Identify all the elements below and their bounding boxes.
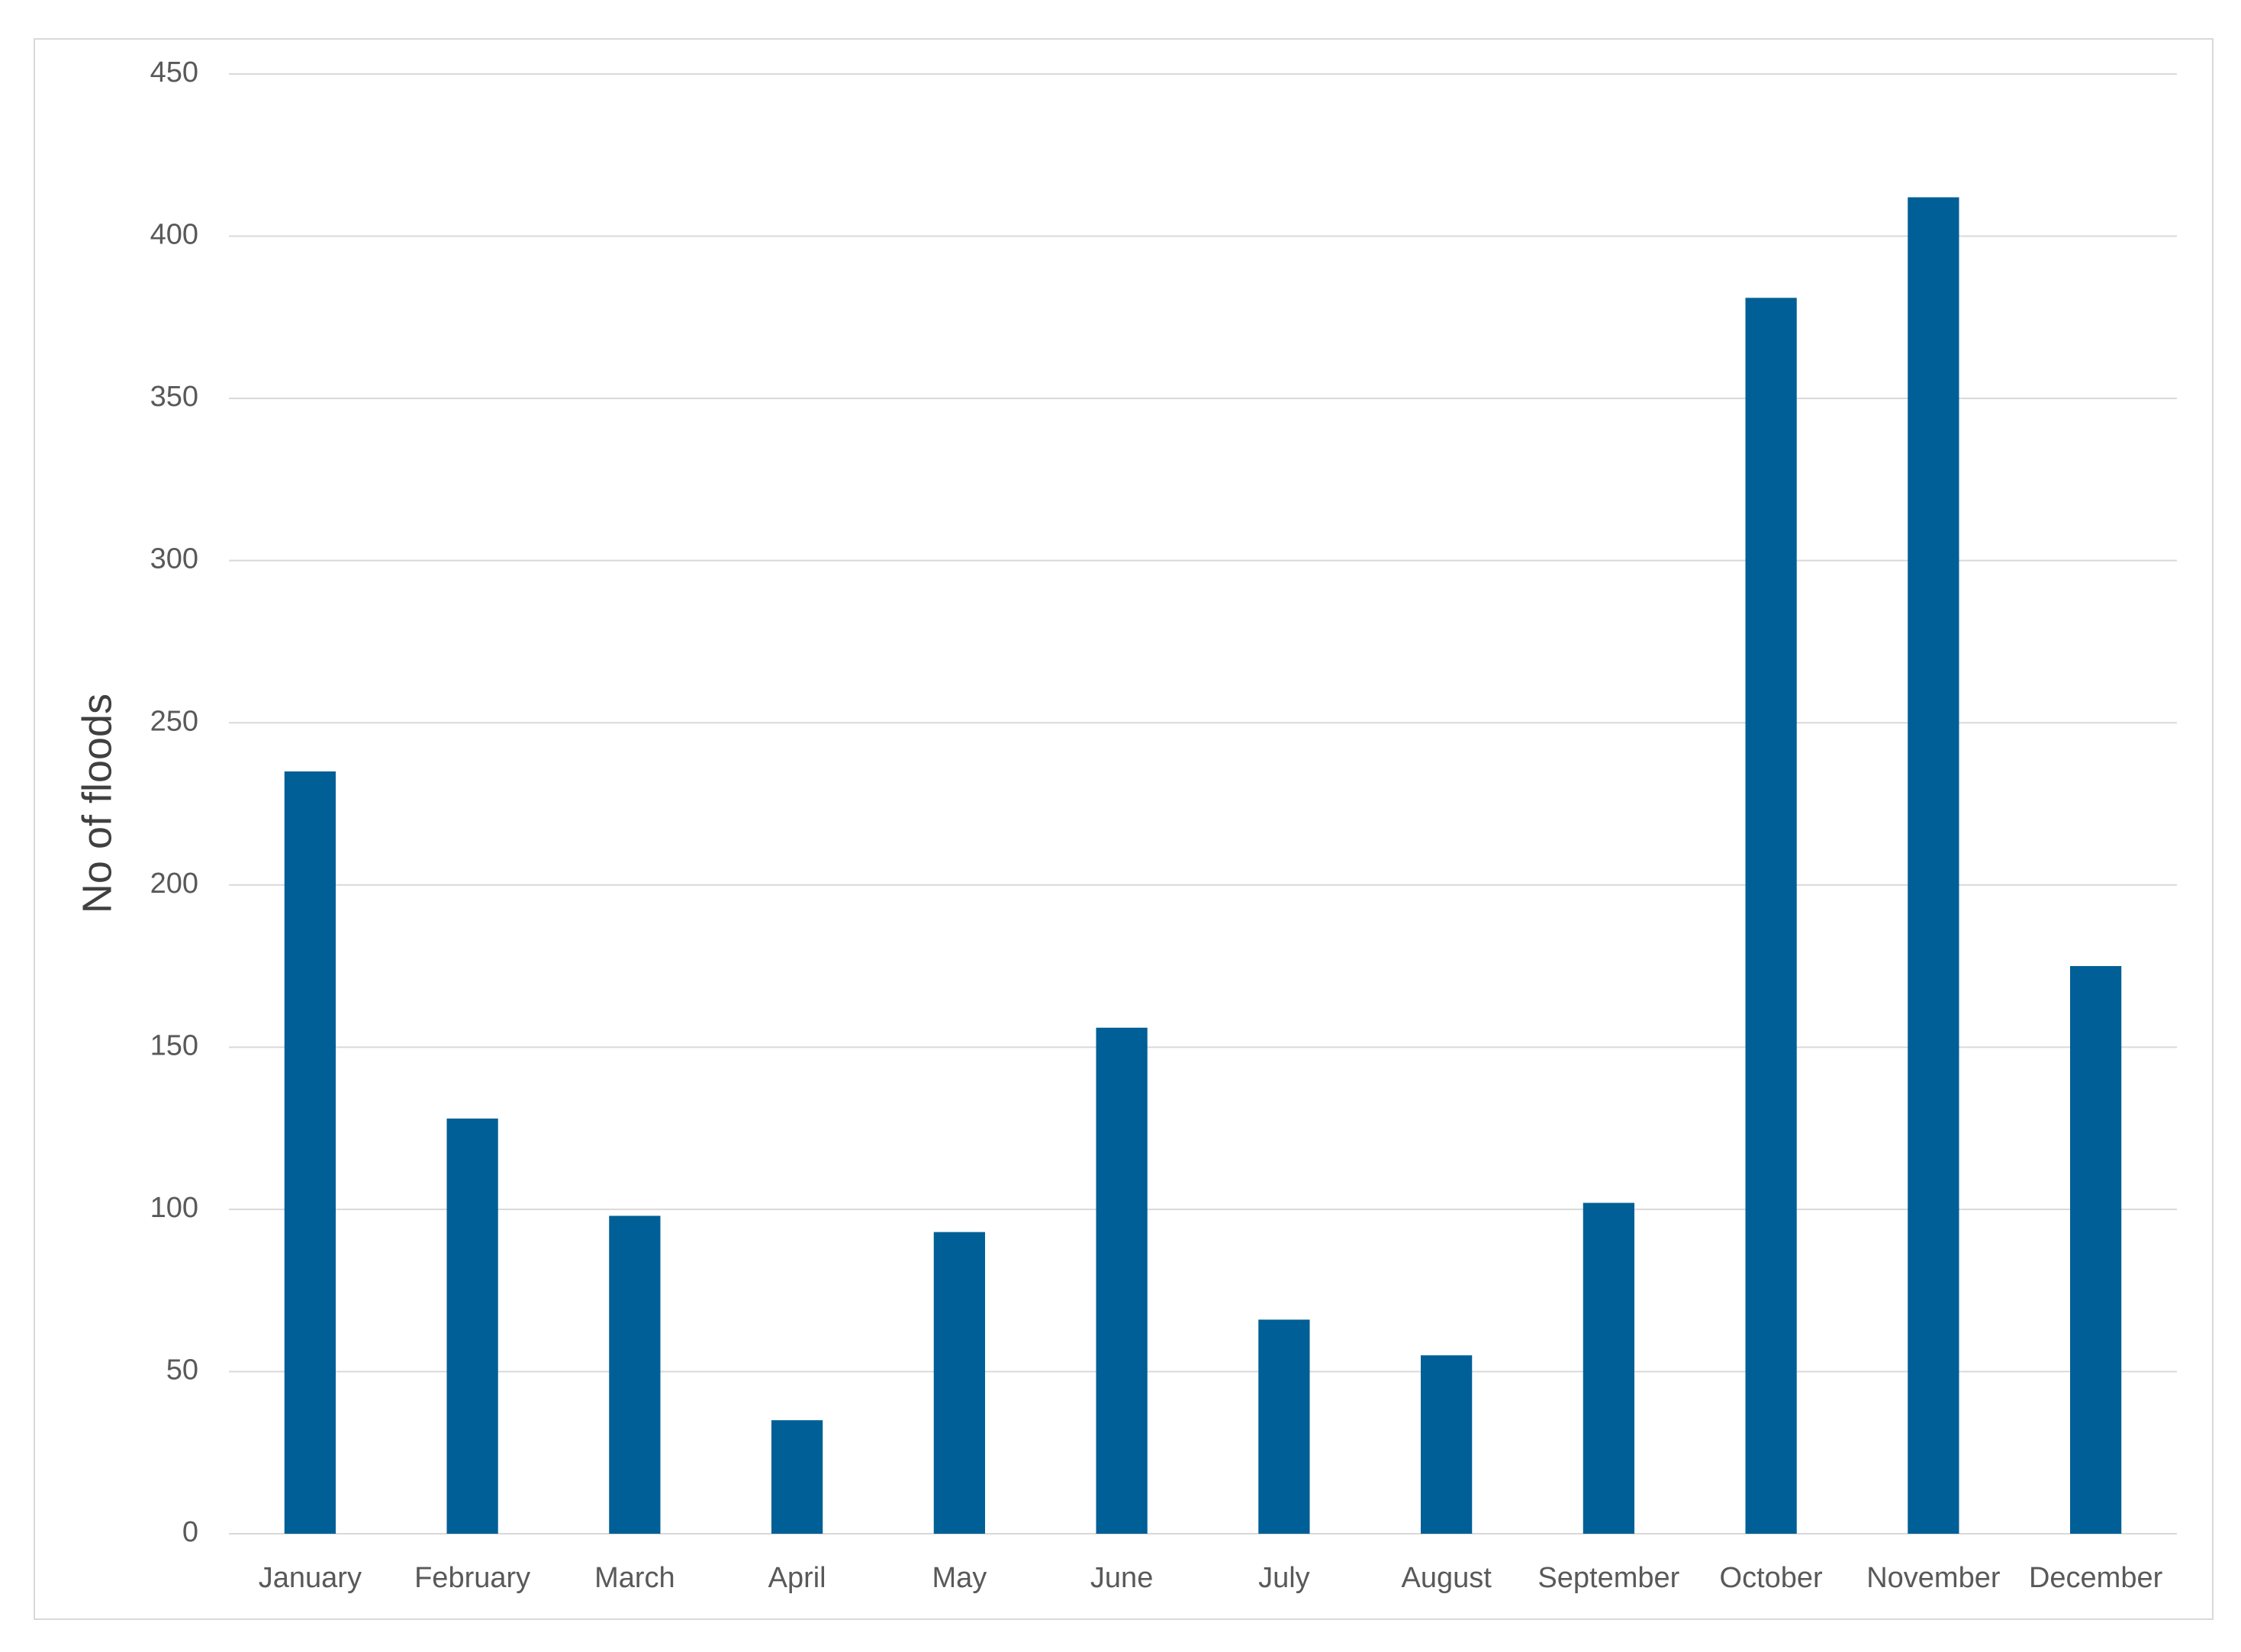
x-tick-label: May bbox=[932, 1562, 987, 1594]
y-tick-label: 450 bbox=[150, 56, 198, 89]
x-tick-label: October bbox=[1720, 1562, 1824, 1594]
x-tick-label: June bbox=[1090, 1562, 1153, 1594]
x-tick-label: July bbox=[1258, 1562, 1310, 1594]
y-tick-label: 400 bbox=[150, 219, 198, 251]
y-tick-label: 50 bbox=[166, 1354, 198, 1386]
bar bbox=[771, 1420, 823, 1534]
bar bbox=[933, 1232, 985, 1534]
y-tick-label: 0 bbox=[182, 1516, 198, 1548]
y-tick-label: 300 bbox=[150, 543, 198, 575]
x-tick-label: March bbox=[594, 1562, 675, 1594]
bar bbox=[284, 771, 336, 1534]
y-tick-label: 150 bbox=[150, 1029, 198, 1061]
bar bbox=[1421, 1355, 1473, 1534]
y-axis-title: No of floods bbox=[74, 694, 120, 913]
bar bbox=[1583, 1203, 1634, 1534]
x-tick-label: September bbox=[1537, 1562, 1679, 1594]
x-tick-label: January bbox=[259, 1562, 362, 1594]
x-tick-label: August bbox=[1401, 1562, 1492, 1594]
y-tick-label: 100 bbox=[150, 1192, 198, 1224]
bar bbox=[1745, 298, 1797, 1534]
x-tick-label: December bbox=[2029, 1562, 2163, 1594]
bar bbox=[1096, 1027, 1148, 1534]
y-tick-label: 250 bbox=[150, 705, 198, 737]
y-tick-label: 350 bbox=[150, 381, 198, 413]
x-tick-label: April bbox=[768, 1562, 826, 1594]
x-tick-label: November bbox=[1866, 1562, 2001, 1594]
bar bbox=[1258, 1319, 1310, 1534]
bar bbox=[1908, 197, 1959, 1534]
y-tick-label: 200 bbox=[150, 868, 198, 900]
x-tick-label: February bbox=[414, 1562, 530, 1594]
bar bbox=[609, 1216, 661, 1534]
bar bbox=[2070, 966, 2122, 1534]
bar bbox=[446, 1118, 498, 1534]
